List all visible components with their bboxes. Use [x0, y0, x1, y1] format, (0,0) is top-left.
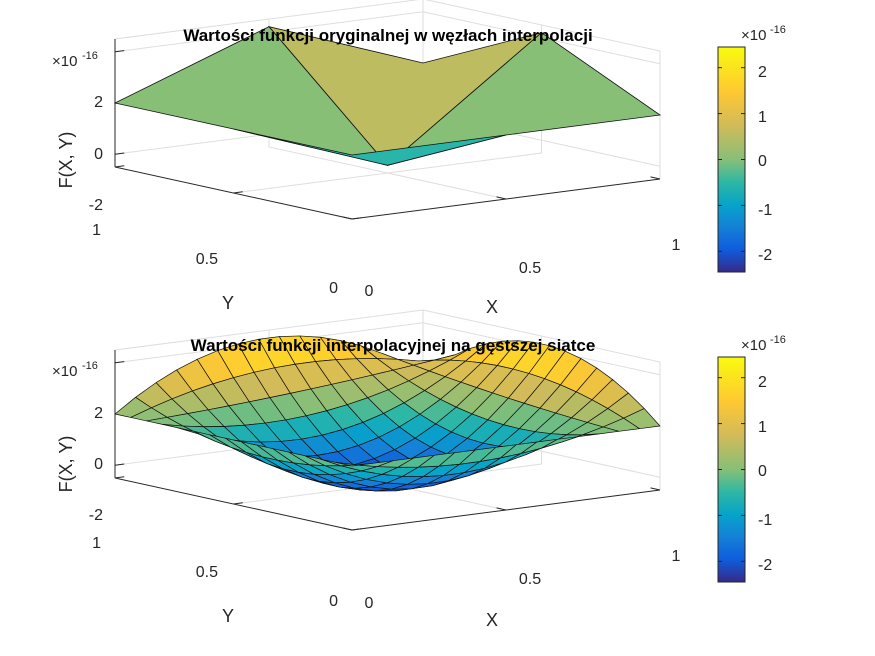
- box-edge: [422, 309, 661, 363]
- y-tick: [114, 476, 125, 479]
- colorbar-ticks: [718, 67, 745, 252]
- y-axis-label: Y: [222, 606, 234, 626]
- x-axis-label: X: [486, 297, 498, 317]
- x-tick-labels: 0 0.5 1: [365, 548, 681, 612]
- z-tick: [114, 152, 125, 155]
- colorbar-tick-label: -2: [758, 557, 772, 574]
- x-tick-labels: 0 0.5 1: [365, 237, 681, 300]
- x-tick: [496, 196, 507, 200]
- surface-patch: [335, 462, 373, 467]
- colorbar-tick-label: 0: [758, 153, 767, 170]
- y-tick: [351, 217, 362, 220]
- chart-title: Wartości funkcji interpolacyjnej na gęst…: [191, 336, 596, 355]
- chart-title: Wartości funkcji oryginalnej w węzłach i…: [183, 26, 592, 45]
- colorbar: ×10 -16 2 1 0 -1 -2: [717, 24, 786, 273]
- colorbar-tick-label: 1: [758, 419, 767, 436]
- z-axis-label: F(X, Y): [56, 436, 76, 493]
- z-multiplier-base: ×10: [52, 363, 77, 380]
- plot-interpolated: Wartości funkcji interpolacyjnej na gęst…: [52, 309, 786, 630]
- surface-patch: [233, 128, 507, 166]
- x-tick-label: 0: [365, 283, 374, 300]
- y-tick-label: 0.5: [196, 564, 218, 581]
- y-tick-label: 1: [92, 222, 101, 239]
- colorbar-tick-label: -1: [758, 512, 772, 529]
- x-tick: [650, 487, 661, 491]
- x-tick-label: 0.5: [519, 260, 541, 277]
- y-tick-label: 0: [329, 593, 338, 610]
- y-tick-label: 0: [329, 280, 338, 297]
- z-tick-label: -2: [89, 507, 103, 524]
- colorbar-exp: -16: [770, 24, 786, 36]
- z-tick-label: -2: [89, 197, 103, 214]
- colorbar-tick-label: 2: [758, 64, 767, 81]
- colorbar-multiplier: ×10: [741, 27, 766, 44]
- colorbar-multiplier: ×10: [741, 337, 766, 354]
- box-edge: [114, 309, 424, 351]
- y-tick: [233, 191, 243, 194]
- colorbar-exp: -16: [770, 334, 786, 346]
- plot-original: Wartości funkcji oryginalnej w węzłach i…: [52, 0, 786, 317]
- x-tick: [650, 176, 661, 180]
- x-tick: [496, 507, 507, 511]
- colorbar-tick-label: -2: [758, 247, 772, 264]
- x-tick: [342, 216, 353, 220]
- colorbar-tick-label: -1: [758, 202, 772, 219]
- colorbar-tick-label: 1: [758, 109, 767, 126]
- colorbar-gradient: [717, 46, 746, 273]
- y-tick: [114, 165, 125, 168]
- y-tick-label: 1: [92, 535, 101, 552]
- z-multiplier: ×10 -16: [52, 50, 98, 70]
- z-tick-label: 2: [94, 94, 103, 111]
- colorbar-tick-label: 2: [758, 374, 767, 391]
- colorbar-tick-label: 0: [758, 463, 767, 480]
- z-axis-label: F(X, Y): [56, 132, 76, 189]
- z-tick-label: 2: [94, 405, 103, 422]
- x-tick-label: 1: [672, 237, 681, 254]
- box-edge: [114, 0, 420, 40]
- x-tick-label: 1: [672, 548, 681, 565]
- x-axis-label: X: [486, 610, 498, 630]
- colorbar-ticks: [718, 377, 745, 562]
- colorbar: ×10 -16 2 1 0 -1 -2: [717, 334, 786, 583]
- y-tick: [351, 528, 362, 531]
- z-multiplier: ×10 -16: [52, 360, 98, 380]
- z-tick: [114, 463, 125, 466]
- z-multiplier-base: ×10: [52, 53, 77, 70]
- colorbar-gradient: [717, 356, 746, 583]
- box-edge: [425, 0, 661, 52]
- surface: [113, 26, 662, 166]
- z-tick-labels: 2 0 -2: [89, 94, 103, 214]
- x-tick-label: 0: [365, 595, 374, 612]
- surface: [114, 335, 661, 492]
- z-tick-label: 0: [94, 146, 103, 163]
- y-tick-labels: 1 0.5 0: [92, 222, 338, 297]
- z-tick: [114, 50, 125, 53]
- y-axis-label: Y: [222, 293, 234, 313]
- z-tick: [114, 361, 125, 364]
- x-tick-label: 0.5: [519, 571, 541, 588]
- z-multiplier-exp: -16: [82, 50, 98, 62]
- y-tick-label: 0.5: [196, 251, 218, 268]
- z-tick-labels: 2 0 -2: [89, 405, 103, 524]
- y-tick: [233, 502, 243, 505]
- z-tick-label: 0: [94, 456, 103, 473]
- x-tick: [342, 527, 353, 531]
- z-multiplier-exp: -16: [82, 360, 98, 372]
- y-tick-labels: 1 0.5 0: [92, 535, 338, 610]
